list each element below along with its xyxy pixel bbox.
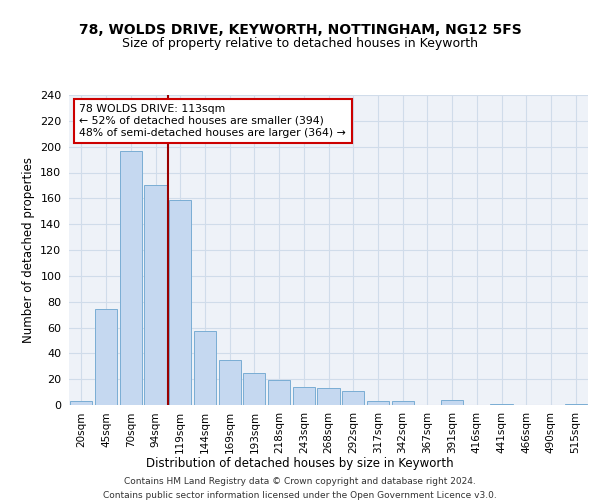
Text: 78, WOLDS DRIVE, KEYWORTH, NOTTINGHAM, NG12 5FS: 78, WOLDS DRIVE, KEYWORTH, NOTTINGHAM, N… (79, 22, 521, 36)
Bar (95, 310, 117, 405)
Bar (490, 404, 512, 405)
Bar (243, 372, 265, 405)
Bar (317, 388, 340, 405)
Bar (392, 401, 414, 405)
Bar (342, 391, 364, 405)
Text: Contains public sector information licensed under the Open Government Licence v3: Contains public sector information licen… (103, 491, 497, 500)
Text: Size of property relative to detached houses in Keyworth: Size of property relative to detached ho… (122, 38, 478, 51)
Bar (70, 401, 92, 405)
Bar (169, 200, 191, 405)
Bar (367, 401, 389, 405)
Bar (565, 404, 587, 405)
Text: Distribution of detached houses by size in Keyworth: Distribution of detached houses by size … (146, 458, 454, 470)
Bar (218, 360, 241, 405)
Bar (268, 380, 290, 405)
Bar (293, 387, 315, 405)
Y-axis label: Number of detached properties: Number of detached properties (22, 157, 35, 343)
Bar (441, 400, 463, 405)
Text: 78 WOLDS DRIVE: 113sqm
← 52% of detached houses are smaller (394)
48% of semi-de: 78 WOLDS DRIVE: 113sqm ← 52% of detached… (79, 104, 346, 138)
Bar (194, 332, 216, 405)
Bar (145, 186, 167, 405)
Text: Contains HM Land Registry data © Crown copyright and database right 2024.: Contains HM Land Registry data © Crown c… (124, 478, 476, 486)
Bar (119, 150, 142, 405)
